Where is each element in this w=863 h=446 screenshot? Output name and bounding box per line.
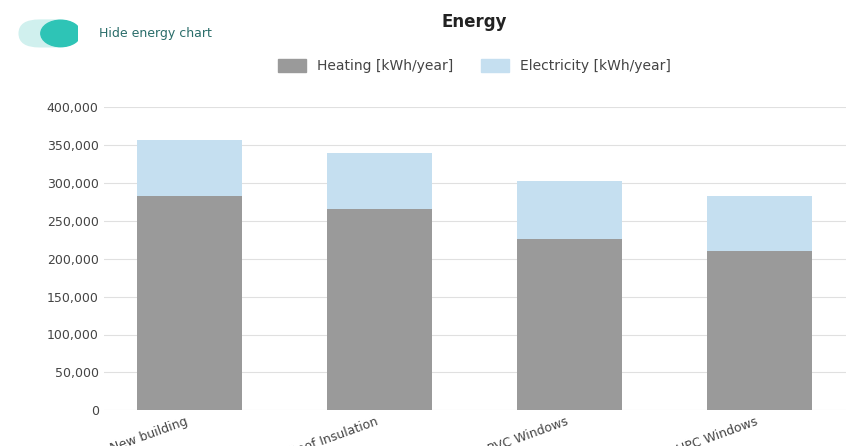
Bar: [518, 182, 622, 239]
Text: Energy: Energy: [442, 13, 507, 31]
Bar: [327, 153, 432, 210]
Circle shape: [41, 20, 81, 47]
Legend: Heating [kWh/year], Electricity [kWh/year]: Heating [kWh/year], Electricity [kWh/yea…: [273, 54, 677, 78]
Bar: [137, 196, 242, 410]
Bar: [327, 210, 432, 410]
FancyBboxPatch shape: [18, 19, 77, 47]
Bar: [708, 251, 812, 410]
Bar: [518, 239, 622, 410]
Bar: [708, 196, 812, 251]
Text: Hide energy chart: Hide energy chart: [99, 27, 212, 40]
Bar: [137, 140, 242, 196]
